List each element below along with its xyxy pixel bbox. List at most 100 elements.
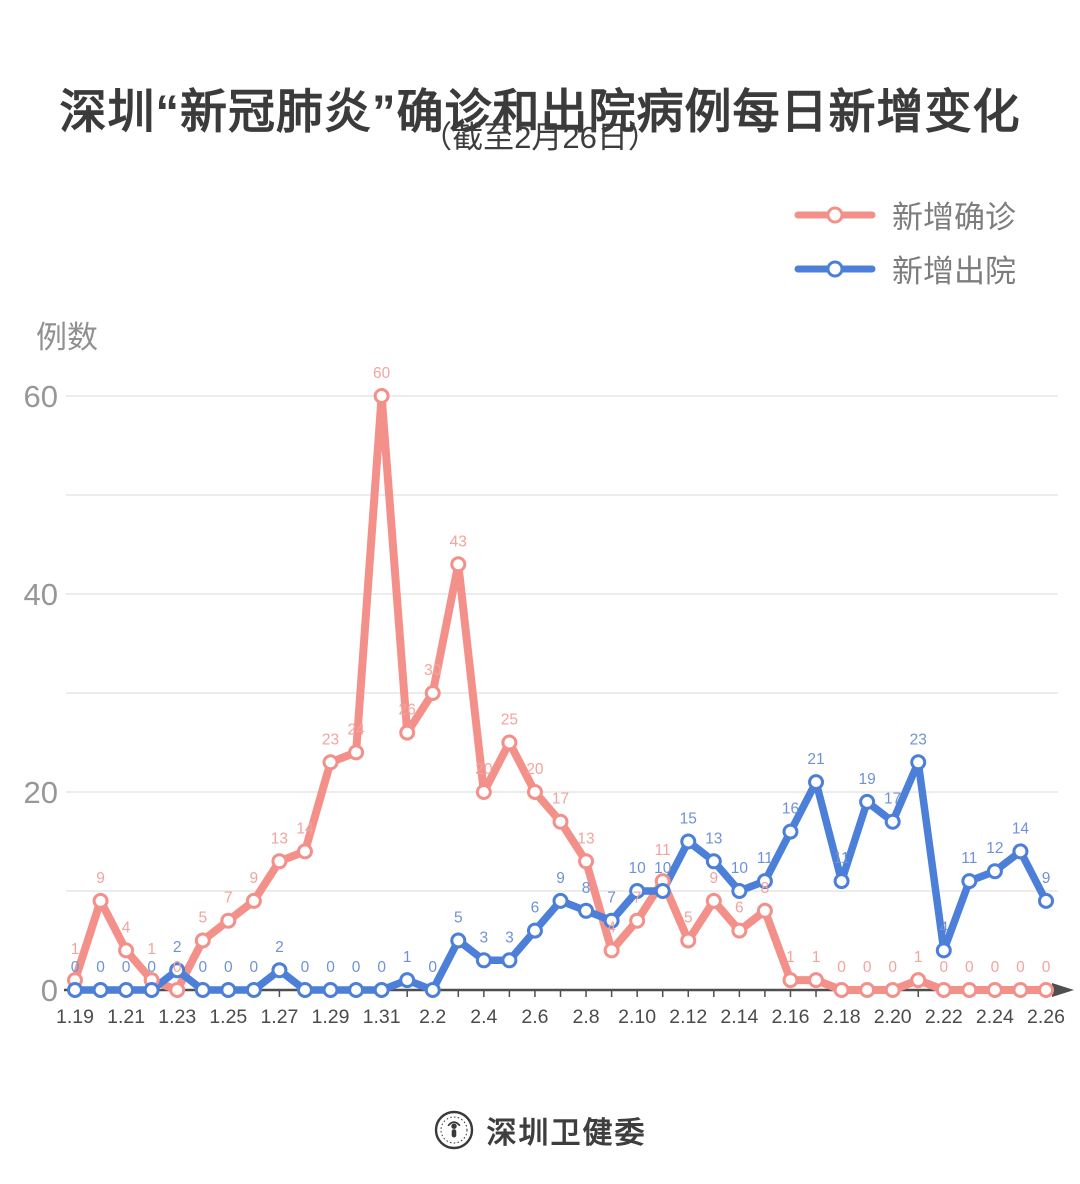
discharged-value-label: 0: [250, 959, 259, 976]
x-tick-label: 2.14: [720, 1006, 758, 1028]
discharged-point: [450, 932, 467, 949]
discharged-value-label: 0: [352, 959, 361, 976]
discharged-point: [424, 982, 441, 998]
confirmed-value-label: 4: [607, 919, 616, 936]
x-tick-label: 1.27: [260, 1006, 298, 1028]
discharged-point: [961, 873, 978, 890]
discharged-value-label: 10: [731, 860, 749, 877]
discharged-point: [169, 962, 186, 979]
y-tick-label: 20: [24, 775, 58, 810]
discharged-value-label: 11: [961, 850, 977, 867]
y-tick-label: 40: [24, 577, 58, 612]
discharged-value-label: 0: [198, 959, 207, 976]
discharged-value-label: 0: [326, 959, 335, 976]
discharged-point: [986, 863, 1003, 880]
confirmed-value-label: 9: [96, 870, 105, 887]
confirmed-point: [603, 942, 620, 959]
discharged-value-label: 15: [680, 811, 697, 828]
confirmed-point: [808, 972, 825, 989]
discharged-value-label: 13: [705, 830, 722, 847]
x-tick-label: 2.2: [419, 1006, 446, 1028]
confirmed-value-label: 0: [939, 959, 948, 976]
discharged-legend-marker-icon: [794, 260, 876, 277]
discharged-value-label: 10: [629, 860, 647, 877]
confirmed-point: [705, 892, 722, 909]
confirmed-point: [475, 784, 492, 800]
confirmed-point: [194, 932, 211, 949]
confirmed-point: [1038, 982, 1054, 998]
x-tick-label: 2.16: [771, 1006, 809, 1028]
discharged-value-label: 8: [582, 880, 591, 897]
confirmed-value-label: 8: [761, 880, 770, 897]
discharged-point: [475, 952, 492, 969]
discharged-point: [271, 962, 288, 979]
confirmed-value-label: 0: [837, 959, 846, 976]
discharged-point: [731, 883, 748, 899]
discharged-point: [348, 982, 365, 998]
confirmed-point: [373, 388, 390, 404]
discharged-value-label: 14: [1012, 820, 1030, 837]
discharged-point: [526, 922, 543, 939]
discharged-point: [833, 873, 850, 890]
confirmed-point: [501, 734, 518, 751]
confirmed-point: [680, 932, 697, 949]
discharged-value-label: 9: [1042, 870, 1051, 887]
confirmed-point: [884, 982, 901, 998]
x-tick-label: 1.25: [209, 1006, 247, 1028]
discharged-point: [884, 813, 901, 830]
discharged-point: [143, 982, 160, 998]
discharged-point: [782, 823, 799, 840]
confirmed-value-label: 9: [250, 870, 259, 887]
x-tick-label: 2.26: [1027, 1006, 1065, 1028]
discharged-point: [1012, 843, 1029, 860]
confirmed-value-label: 7: [224, 890, 233, 907]
discharged-point: [935, 942, 952, 959]
discharged-point: [322, 982, 339, 998]
x-tick-label: 2.12: [669, 1006, 707, 1028]
discharged-value-label: 17: [884, 791, 901, 808]
confirmed-point: [424, 685, 441, 701]
discharged-point: [373, 982, 390, 998]
footer-brand: 深圳卫健委: [486, 1117, 647, 1150]
discharged-point: [118, 982, 135, 998]
confirmed-value-label: 0: [863, 959, 872, 976]
discharged-value-label: 2: [275, 939, 284, 956]
discharged-point: [910, 754, 927, 771]
discharged-value-label: 7: [607, 890, 616, 907]
discharged-point: [245, 982, 262, 998]
confirmed-value-label: 0: [888, 959, 897, 976]
confirmed-value-label: 1: [786, 949, 795, 966]
confirmed-value-label: 5: [684, 910, 693, 927]
x-tick-label: 1.21: [107, 1006, 145, 1028]
legend-item-discharged: 新增出院: [794, 246, 1016, 291]
confirmed-point: [986, 982, 1003, 998]
discharged-point: [194, 982, 211, 998]
confirmed-value-label: 25: [501, 712, 518, 729]
discharged-value-label: 12: [986, 840, 1003, 857]
confirmed-point: [220, 912, 237, 929]
legend-label-confirmed: 新增确诊: [892, 200, 1016, 235]
discharged-value-label: 11: [834, 850, 850, 867]
confirmed-value-label: 60: [373, 365, 391, 382]
x-tick-label: 2.6: [521, 1006, 548, 1028]
confirmed-point: [271, 853, 288, 870]
confirmed-value-label: 6: [735, 900, 744, 917]
confirmed-value-label: 0: [965, 959, 974, 976]
confirmed-value-label: 11: [655, 842, 671, 859]
confirmed-value-label: 26: [399, 702, 416, 719]
discharged-value-label: 0: [224, 959, 233, 976]
confirmed-value-label: 0: [1016, 959, 1025, 976]
confirmed-value-label: 20: [526, 761, 544, 778]
x-tick-label: 2.10: [618, 1006, 656, 1028]
confirmed-value-label: 30: [424, 662, 442, 679]
confirmed-value-label: 9: [710, 870, 719, 887]
discharged-value-label: 0: [71, 959, 80, 976]
discharged-point: [552, 892, 569, 909]
discharged-point: [399, 972, 416, 989]
confirmed-point: [322, 754, 339, 771]
confirmed-point: [859, 982, 876, 998]
confirmed-point: [348, 744, 365, 761]
discharged-value-label: 0: [147, 959, 156, 976]
